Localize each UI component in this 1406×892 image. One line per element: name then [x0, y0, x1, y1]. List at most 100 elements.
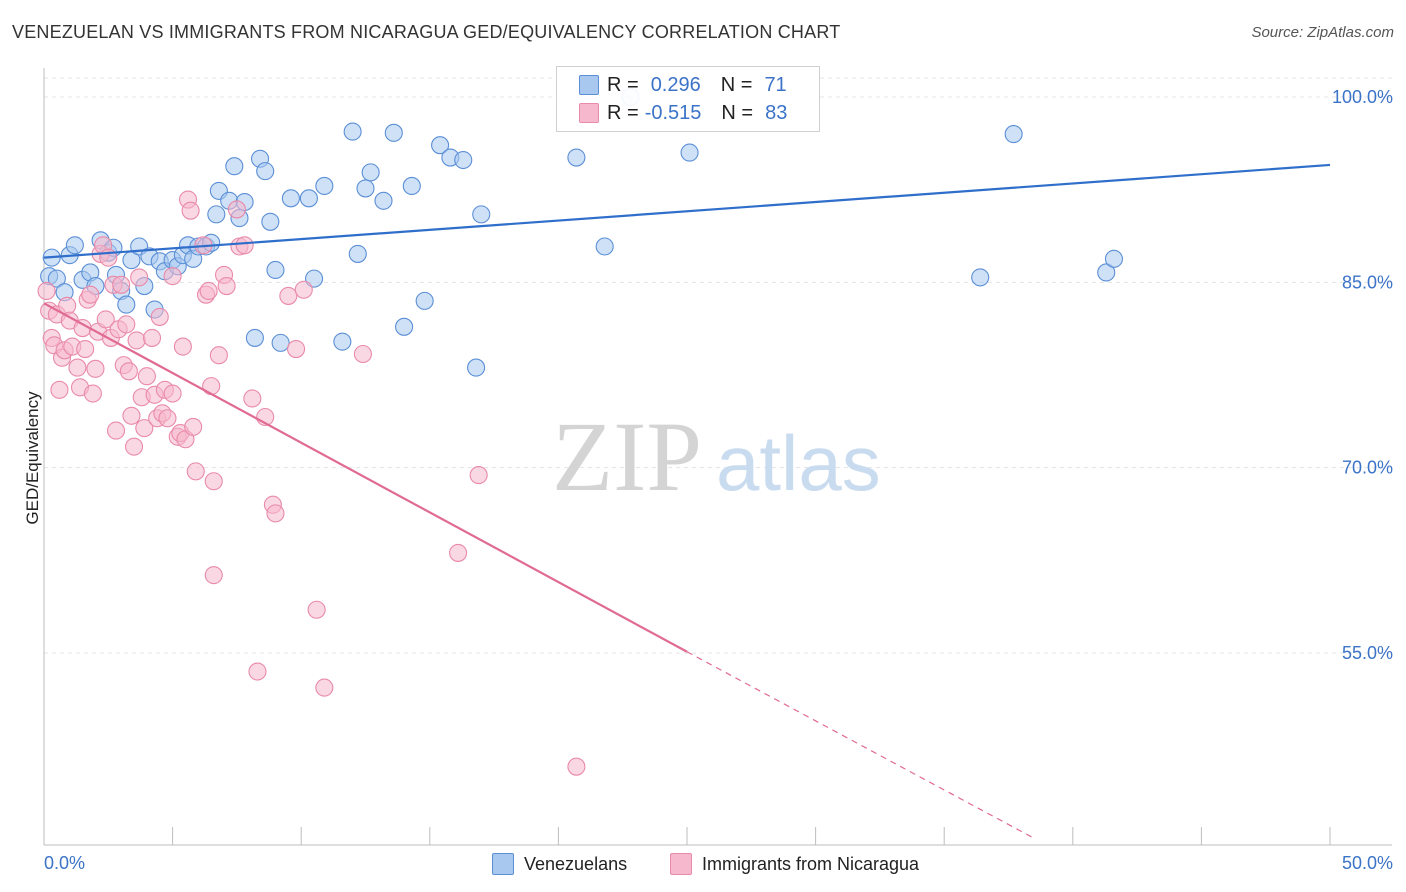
point-venezuelans	[343, 122, 362, 141]
trend-lines	[43, 163, 1331, 839]
point-nicaragua	[173, 337, 192, 356]
point-nicaragua	[119, 362, 138, 381]
point-venezuelans	[431, 136, 450, 155]
point-nicaragua	[112, 275, 131, 294]
point-venezuelans	[567, 148, 586, 167]
point-venezuelans	[1097, 263, 1116, 282]
watermark: ZIP atlas	[552, 401, 881, 512]
point-nicaragua	[204, 472, 223, 491]
point-nicaragua	[199, 281, 218, 301]
point-nicaragua	[130, 268, 149, 287]
point-nicaragua	[122, 406, 141, 425]
point-venezuelans	[472, 205, 491, 224]
point-nicaragua	[150, 307, 169, 326]
point-nicaragua	[235, 236, 254, 255]
point-nicaragua	[81, 285, 100, 304]
point-nicaragua	[307, 600, 326, 619]
legend-item-nicaragua: Immigrants from Nicaragua	[670, 852, 919, 876]
legend-n-value: 83	[765, 101, 788, 124]
point-nicaragua	[163, 267, 182, 286]
point-venezuelans	[680, 143, 699, 162]
point-nicaragua	[243, 389, 262, 408]
point-nicaragua	[469, 466, 488, 485]
point-venezuelans	[281, 189, 300, 208]
point-venezuelans	[117, 295, 136, 314]
point-venezuelans	[245, 328, 264, 347]
point-nicaragua	[106, 421, 126, 440]
data-points	[37, 87, 1124, 776]
legend-label-nicaragua: Immigrants from Nicaragua	[702, 853, 920, 874]
point-nicaragua	[50, 380, 69, 399]
point-nicaragua	[68, 358, 87, 377]
point-nicaragua	[137, 367, 156, 386]
point-venezuelans	[315, 176, 334, 196]
point-venezuelans	[415, 291, 434, 310]
point-venezuelans	[271, 333, 290, 352]
point-nicaragua	[248, 662, 267, 681]
point-venezuelans	[256, 162, 275, 181]
legend-swatch-nicaragua	[579, 103, 599, 123]
legend-n-label: N =	[720, 73, 753, 96]
point-nicaragua	[142, 328, 162, 347]
point-nicaragua	[227, 200, 246, 219]
point-nicaragua	[294, 280, 313, 299]
point-nicaragua	[287, 340, 306, 359]
point-nicaragua	[135, 419, 154, 438]
point-nicaragua	[83, 384, 102, 403]
trend-line-venezuelans	[43, 163, 1331, 259]
point-venezuelans	[454, 150, 473, 170]
legend-swatch-venezuelans	[579, 75, 599, 95]
point-nicaragua	[186, 462, 205, 481]
point-venezuelans	[356, 179, 375, 198]
trend-line-nicaragua	[43, 302, 688, 653]
legend-n-value: 71	[764, 73, 787, 96]
point-venezuelans	[225, 157, 244, 176]
point-nicaragua	[202, 377, 221, 396]
point-venezuelans	[384, 123, 403, 142]
point-venezuelans	[395, 317, 414, 336]
point-venezuelans	[266, 260, 285, 280]
point-nicaragua	[315, 678, 334, 697]
point-venezuelans	[402, 176, 421, 196]
legend-swatch-nicaragua	[670, 853, 692, 875]
point-nicaragua	[37, 281, 56, 301]
point-venezuelans	[595, 237, 614, 256]
y-tick-label: 100.0%	[1332, 87, 1393, 107]
point-venezuelans	[971, 268, 990, 287]
point-nicaragua	[266, 504, 285, 523]
x-tick-labels: 0.0% 50.0%	[44, 853, 1393, 873]
point-nicaragua	[567, 757, 586, 776]
legend-r-value: -0.515	[644, 101, 702, 124]
point-venezuelans	[361, 163, 380, 182]
point-nicaragua	[279, 286, 298, 305]
chart-title: VENEZUELAN VS IMMIGRANTS FROM NICARAGUA …	[12, 22, 841, 42]
point-nicaragua	[124, 437, 144, 456]
point-venezuelans	[65, 236, 84, 255]
point-nicaragua	[96, 310, 115, 329]
x-tick-label: 0.0%	[44, 853, 85, 873]
watermark-zip: ZIP	[552, 401, 702, 512]
correlation-legend: R = 0.296 N = 71 R = -0.515 N = 83	[556, 66, 820, 132]
legend-label-venezuelans: Venezuelans	[524, 853, 628, 874]
point-venezuelans	[348, 244, 367, 263]
legend-row-venezuelans: R = 0.296 N = 71	[579, 72, 787, 98]
y-tick-label: 85.0%	[1342, 272, 1393, 292]
legend-item-venezuelans: Venezuelans	[492, 852, 627, 876]
y-axis-label: GED/Equivalency	[23, 391, 42, 525]
point-nicaragua	[181, 201, 200, 220]
point-nicaragua	[204, 566, 223, 585]
legend-r-label: R =	[607, 73, 639, 96]
legend-r-value: 0.296	[650, 73, 701, 96]
trend-line-nicaragua-extension	[686, 651, 1035, 839]
grid-lines	[44, 77, 1392, 654]
y-tick-labels: 100.0% 85.0% 70.0% 55.0%	[1332, 87, 1393, 663]
point-nicaragua	[184, 417, 203, 436]
x-tick-label: 50.0%	[1342, 853, 1393, 873]
point-nicaragua	[209, 346, 228, 365]
point-nicaragua	[217, 276, 236, 296]
point-venezuelans	[374, 191, 393, 210]
point-nicaragua	[353, 344, 372, 364]
source-label: Source: ZipAtlas.com	[1251, 24, 1394, 41]
point-venezuelans	[467, 358, 486, 377]
